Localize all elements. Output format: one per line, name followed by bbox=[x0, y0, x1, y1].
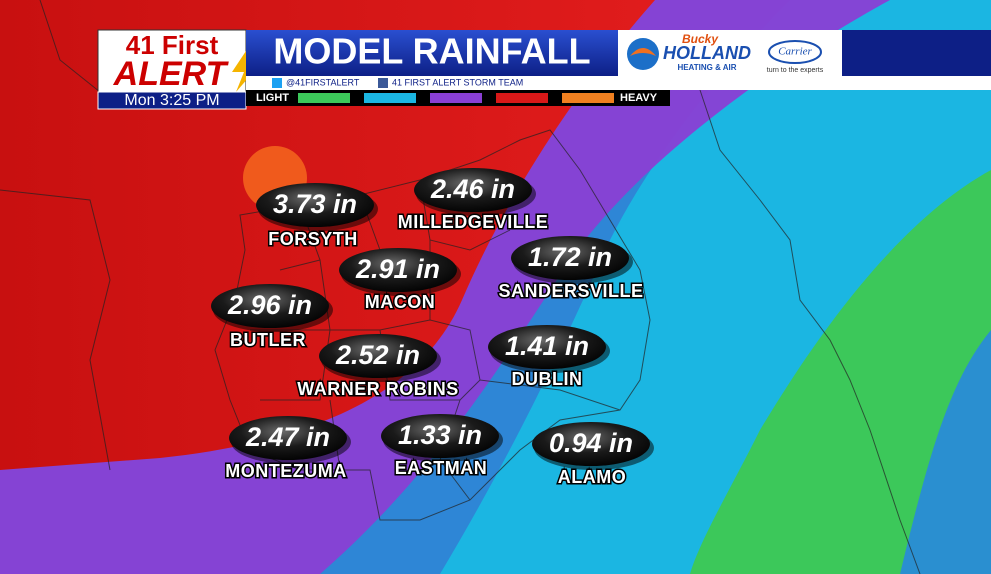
city-name: BUTLER bbox=[230, 330, 306, 350]
legend-low: LIGHT bbox=[256, 92, 289, 104]
sponsor-logo bbox=[627, 38, 659, 70]
city-name: MILLEDGEVILLE bbox=[398, 212, 549, 232]
amount-oval bbox=[339, 248, 457, 292]
facebook-page: 41 FIRST ALERT STORM TEAM bbox=[392, 77, 523, 87]
amount-oval bbox=[488, 325, 606, 369]
title-banner bbox=[246, 30, 618, 76]
legend-swatch bbox=[430, 93, 482, 103]
legend-swatch bbox=[364, 93, 416, 103]
city-labels: 3.73 in FORSYTH 2.46 in MILLEDGEVILLE 2.91 i… bbox=[211, 168, 654, 488]
amount-oval bbox=[211, 284, 329, 328]
facebook-icon bbox=[378, 78, 388, 88]
amount-oval bbox=[511, 236, 629, 280]
rain-amount: 2.46 in bbox=[430, 174, 515, 204]
header-extension bbox=[842, 30, 991, 76]
partner-name: Carrier bbox=[778, 46, 812, 58]
legend-swatch bbox=[298, 93, 350, 103]
rain-amount: 2.47 in bbox=[245, 422, 330, 452]
amount-oval bbox=[532, 422, 650, 466]
rain-amount: 3.73 in bbox=[273, 189, 357, 219]
twitter-handle: @41FIRSTALERT bbox=[286, 77, 360, 87]
brand-line2: ALERT bbox=[113, 55, 230, 93]
amount-oval bbox=[381, 414, 499, 458]
rain-amount: 0.94 in bbox=[549, 428, 633, 458]
social-bar bbox=[246, 76, 991, 90]
amount-oval bbox=[256, 183, 374, 227]
legend-swatch bbox=[496, 93, 548, 103]
city-name: MACON bbox=[365, 292, 436, 312]
shade-red bbox=[0, 0, 655, 470]
city-name: EASTMAN bbox=[395, 458, 488, 478]
timestamp: Mon 3:25 PM bbox=[124, 92, 219, 109]
rain-amount: 2.96 in bbox=[227, 290, 312, 320]
city-name: SANDERSVILLE bbox=[498, 281, 643, 301]
rain-amount: 2.91 in bbox=[355, 254, 440, 284]
twitter-icon bbox=[272, 78, 282, 88]
legend-high: HEAVY bbox=[620, 92, 658, 104]
amount-oval bbox=[319, 334, 437, 378]
amount-oval bbox=[229, 416, 347, 460]
rain-amount: 1.33 in bbox=[398, 420, 482, 450]
city-name: WARNER ROBINS bbox=[297, 379, 459, 399]
city-name: ALAMO bbox=[558, 467, 627, 487]
city-name: DUBLIN bbox=[512, 369, 583, 389]
city-name: MONTEZUMA bbox=[225, 461, 346, 481]
title: MODEL RAINFALL bbox=[273, 31, 590, 72]
county-lines bbox=[0, 0, 921, 574]
rain-amount: 2.52 in bbox=[335, 340, 420, 370]
shade-coast bbox=[900, 330, 991, 574]
brand-line1: 41 First bbox=[126, 30, 219, 60]
sponsor-flame bbox=[630, 48, 656, 56]
shade-green bbox=[690, 170, 991, 574]
city-name: FORSYTH bbox=[268, 229, 358, 249]
rain-amount: 1.72 in bbox=[528, 242, 612, 272]
amount-oval bbox=[414, 168, 532, 212]
sponsor-name: HOLLAND bbox=[663, 43, 751, 63]
rain-amount: 1.41 in bbox=[505, 331, 589, 361]
sponsor-tagline: HEATING & AIR bbox=[677, 63, 736, 72]
sponsor-script: Bucky bbox=[682, 32, 719, 46]
partner-tagline: turn to the experts bbox=[767, 67, 824, 74]
legend-swatch bbox=[562, 93, 614, 103]
partner-logo bbox=[768, 40, 822, 64]
